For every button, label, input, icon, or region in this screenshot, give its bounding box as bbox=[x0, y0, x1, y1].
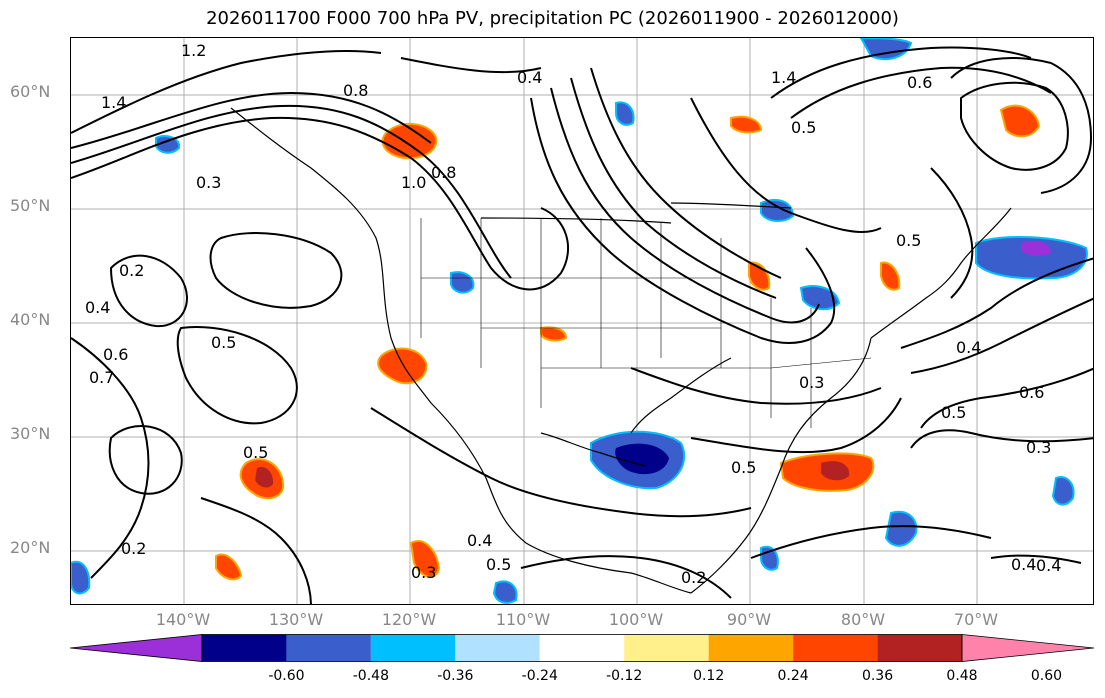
contour-label: 0.5 bbox=[486, 555, 511, 574]
colorbar-segment bbox=[877, 634, 962, 662]
lat-label-20n: 20°N bbox=[10, 538, 51, 557]
contour-label: 0.6 bbox=[1019, 383, 1044, 402]
contour-label: 0.5 bbox=[791, 118, 816, 137]
contour-label: 0.5 bbox=[243, 443, 268, 462]
colorbar-tick-label: -0.36 bbox=[437, 668, 474, 684]
colorbar-segment bbox=[793, 634, 878, 662]
lon-label-120w: 120°W bbox=[381, 610, 437, 629]
colorbar-segment bbox=[370, 634, 456, 662]
contour-label: 0.5 bbox=[731, 458, 756, 477]
contour-label: 0.2 bbox=[121, 539, 146, 558]
lon-label-100w: 100°W bbox=[608, 610, 664, 629]
pv-contours bbox=[71, 46, 1093, 604]
colorbar-segment bbox=[708, 634, 794, 662]
contour-label: 0.4 bbox=[956, 338, 981, 357]
colorbar-extend-min bbox=[69, 634, 203, 662]
contour-label: 0.8 bbox=[343, 81, 368, 100]
colorbar-extend-max bbox=[961, 634, 1095, 662]
chart-title: 2026011700 F000 700 hPa PV, precipitatio… bbox=[206, 8, 899, 29]
contour-label: 0.5 bbox=[941, 403, 966, 422]
colorbar-tick-label: -0.48 bbox=[352, 668, 389, 684]
lat-label-30n: 30°N bbox=[10, 424, 51, 443]
coastlines bbox=[230, 107, 1012, 594]
contour-label: 0.3 bbox=[1026, 438, 1051, 457]
lon-label-70w: 70°W bbox=[953, 610, 999, 629]
lon-label-80w: 80°W bbox=[840, 610, 886, 629]
contour-label: 0.3 bbox=[799, 373, 824, 392]
contour-label: 0.6 bbox=[103, 345, 128, 364]
map-canvas: 1.2 1.4 0.3 0.2 0.4 0.5 0.7 0.6 0.8 1.0 … bbox=[71, 38, 1093, 604]
colorbar-tick-label: 0.24 bbox=[777, 668, 809, 684]
contour-label: 0.4 bbox=[85, 298, 110, 317]
contour-label: 1.0 bbox=[401, 173, 426, 192]
colorbar-segment bbox=[539, 634, 625, 662]
colorbar-tick-label: 0.48 bbox=[946, 668, 978, 684]
contour-label: 0.4 bbox=[517, 68, 542, 87]
colorbar bbox=[69, 634, 1095, 662]
contour-label: 0.3 bbox=[196, 173, 221, 192]
colorbar-segment bbox=[202, 634, 287, 662]
contour-label: 0.6 bbox=[907, 73, 932, 92]
contour-label: 0.2 bbox=[119, 261, 144, 280]
contour-label: 0.7 bbox=[89, 368, 114, 387]
lon-label-110w: 110°W bbox=[495, 610, 551, 629]
colorbar-frame bbox=[201, 634, 963, 662]
contour-label: 0.2 bbox=[681, 568, 706, 587]
lat-label-60n: 60°N bbox=[10, 82, 51, 101]
colorbar-segment bbox=[455, 634, 540, 662]
lon-label-90w: 90°W bbox=[726, 610, 772, 629]
map-panel[interactable]: 1.2 1.4 0.3 0.2 0.4 0.5 0.7 0.6 0.8 1.0 … bbox=[70, 37, 1094, 605]
contour-labels: 1.2 1.4 0.3 0.2 0.4 0.5 0.7 0.6 0.8 1.0 … bbox=[85, 41, 1061, 587]
colorbar-tick-label: 0.60 bbox=[1030, 668, 1063, 684]
colorbar-tick-label: -0.24 bbox=[521, 668, 558, 684]
lat-label-40n: 40°N bbox=[10, 310, 51, 329]
contour-label: 0.4 bbox=[467, 531, 492, 550]
contour-label: 0.5 bbox=[211, 333, 236, 352]
contour-label: 0.8 bbox=[431, 163, 456, 182]
colorbar-tick-label: 0.36 bbox=[861, 668, 894, 684]
colorbar-segment bbox=[286, 634, 371, 662]
lon-label-130w: 130°W bbox=[268, 610, 324, 629]
colorbar-tick-label: 0.12 bbox=[693, 668, 725, 684]
contour-label: 1.2 bbox=[181, 41, 206, 60]
contour-label: 1.4 bbox=[771, 68, 796, 87]
precip-shading bbox=[71, 38, 1088, 604]
contour-label: 0.4 bbox=[1036, 556, 1061, 575]
colorbar-tick-label: -0.12 bbox=[606, 668, 643, 684]
lon-label-140w: 140°W bbox=[155, 610, 211, 629]
graticule bbox=[71, 38, 1093, 604]
contour-label: 1.4 bbox=[101, 93, 126, 112]
lat-label-50n: 50°N bbox=[10, 196, 51, 215]
contour-label: 0.3 bbox=[411, 563, 436, 582]
colorbar-svg bbox=[69, 634, 1095, 662]
colorbar-tick-label: -0.60 bbox=[268, 668, 305, 684]
contour-label: 0.5 bbox=[896, 231, 921, 250]
colorbar-segment bbox=[624, 634, 709, 662]
contour-label: 0.4 bbox=[1011, 555, 1036, 574]
